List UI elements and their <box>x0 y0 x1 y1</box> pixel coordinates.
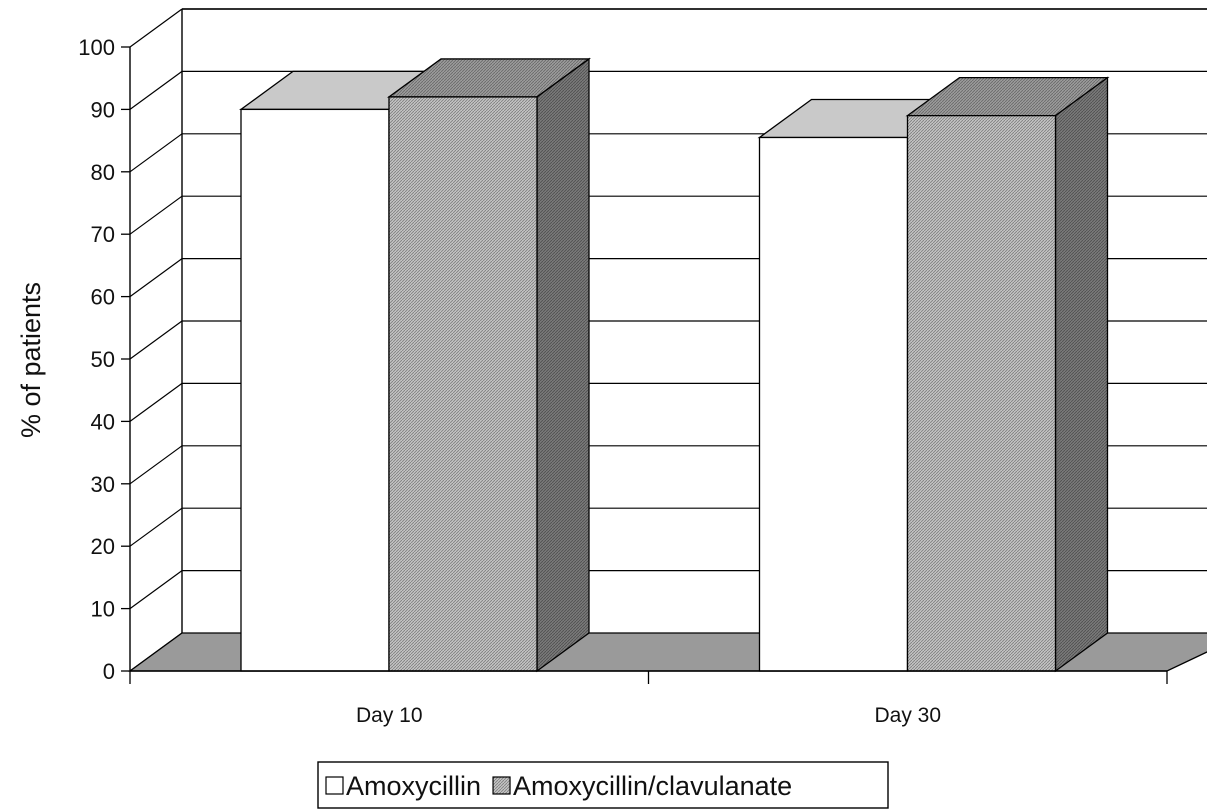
bar-side <box>536 57 590 673</box>
bar <box>240 108 390 672</box>
legend-box <box>317 761 889 809</box>
gridline-side <box>129 570 183 610</box>
x-category-labels: Day 10 Day 30 <box>356 704 941 727</box>
bar <box>758 136 909 672</box>
legend: Amoxycillin Amoxycillin/clavulanate <box>317 761 889 809</box>
gridline-side <box>129 8 183 48</box>
legend-swatch <box>325 776 344 795</box>
legend-label: Amoxycillin/clavulanate <box>513 771 792 801</box>
gridline-side <box>129 133 183 173</box>
bar <box>388 96 538 672</box>
y-tick-label: 100 <box>78 35 115 60</box>
y-axis-title: % of patients <box>16 282 46 438</box>
gridline-side <box>129 195 183 235</box>
y-tick-label: 30 <box>91 472 115 497</box>
x-category-label: Day 30 <box>874 704 941 727</box>
legend-swatch <box>492 776 511 795</box>
y-tick-label: 20 <box>91 534 115 559</box>
legend-label: Amoxycillin <box>346 771 481 801</box>
y-tick-label: 40 <box>91 409 115 434</box>
y-tick-label: 60 <box>91 285 115 310</box>
y-tick-labels: 0 10 20 30 40 50 60 70 80 90 100 <box>78 35 115 684</box>
bar-side <box>1054 76 1109 673</box>
axes <box>121 46 1168 684</box>
y-tick-label: 90 <box>91 97 115 122</box>
bar <box>906 114 1057 672</box>
y-tick-label: 70 <box>91 222 115 247</box>
gridline-side <box>129 320 183 360</box>
gridline-side <box>129 507 183 547</box>
bars <box>239 57 1110 673</box>
y-tick-label: 80 <box>91 160 115 185</box>
y-tick-label: 10 <box>91 597 115 622</box>
gridline-side <box>129 70 183 110</box>
gridline-side <box>129 382 183 422</box>
x-category-label: Day 10 <box>356 704 423 727</box>
y-tick-label: 50 <box>91 347 115 372</box>
gridline-side <box>129 258 183 298</box>
gridline-side <box>129 445 183 485</box>
y-tick-label: 0 <box>103 659 115 684</box>
